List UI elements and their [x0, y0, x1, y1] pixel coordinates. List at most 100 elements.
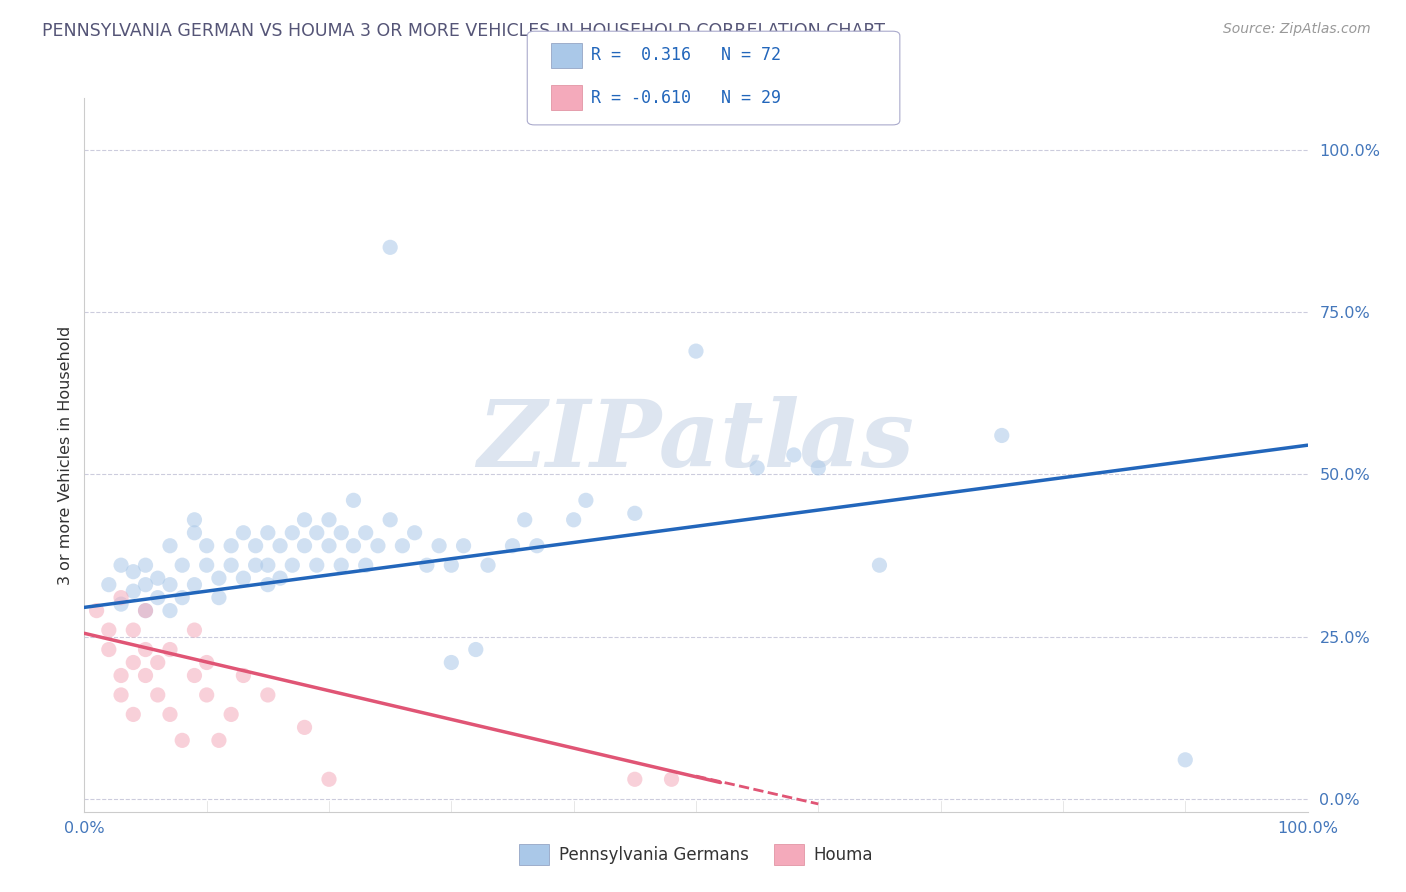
Point [135, 604, 157, 618]
Point [110, 688, 132, 702]
Point [183, 525, 205, 540]
Point [294, 539, 316, 553]
Point [159, 539, 181, 553]
Point [624, 506, 647, 520]
Point [624, 772, 647, 787]
Point [122, 707, 145, 722]
Point [380, 513, 402, 527]
Point [195, 688, 218, 702]
Y-axis label: 3 or more Vehicles in Household: 3 or more Vehicles in Household [58, 326, 73, 584]
Point [122, 565, 145, 579]
Text: R = -0.610   N = 29: R = -0.610 N = 29 [591, 89, 780, 107]
Point [146, 591, 169, 605]
Point [135, 558, 157, 573]
Point [195, 539, 218, 553]
Point [146, 571, 169, 585]
Point [257, 688, 280, 702]
Point [159, 577, 181, 591]
Point [135, 668, 157, 682]
Point [135, 604, 157, 618]
Point [354, 558, 377, 573]
Point [97, 623, 120, 637]
Point [477, 558, 499, 573]
Point [354, 525, 377, 540]
Point [747, 461, 769, 475]
Point [305, 558, 328, 573]
Point [281, 558, 304, 573]
Point [342, 539, 364, 553]
Point [159, 604, 181, 618]
Point [257, 577, 280, 591]
Point [318, 513, 340, 527]
Point [257, 525, 280, 540]
Legend: Pennsylvania Germans, Houma: Pennsylvania Germans, Houma [512, 838, 880, 871]
Point [183, 513, 205, 527]
Point [501, 539, 523, 553]
Point [183, 577, 205, 591]
Point [318, 539, 340, 553]
Point [208, 571, 231, 585]
Point [219, 539, 242, 553]
Point [453, 539, 475, 553]
Point [110, 668, 132, 682]
Text: PENNSYLVANIA GERMAN VS HOUMA 3 OR MORE VEHICLES IN HOUSEHOLD CORRELATION CHART: PENNSYLVANIA GERMAN VS HOUMA 3 OR MORE V… [42, 22, 886, 40]
Point [281, 525, 304, 540]
Point [318, 772, 340, 787]
Point [404, 525, 426, 540]
Point [990, 428, 1012, 442]
Point [135, 577, 157, 591]
Point [294, 720, 316, 734]
Point [294, 513, 316, 527]
Point [195, 558, 218, 573]
Point [391, 539, 413, 553]
Point [513, 513, 536, 527]
Point [232, 668, 254, 682]
Point [269, 571, 291, 585]
Point [97, 577, 120, 591]
Point [122, 656, 145, 670]
Point [183, 668, 205, 682]
Point [575, 493, 598, 508]
Point [380, 240, 402, 254]
Point [783, 448, 806, 462]
Point [257, 558, 280, 573]
Point [330, 525, 353, 540]
Point [807, 461, 830, 475]
Point [440, 558, 463, 573]
Point [110, 597, 132, 611]
Point [661, 772, 683, 787]
Point [1174, 753, 1197, 767]
Point [159, 642, 181, 657]
Point [869, 558, 891, 573]
Point [208, 591, 231, 605]
Point [232, 525, 254, 540]
Point [305, 525, 328, 540]
Point [464, 642, 486, 657]
Point [195, 656, 218, 670]
Point [245, 558, 267, 573]
Point [219, 707, 242, 722]
Point [685, 344, 707, 359]
Point [367, 539, 389, 553]
Point [122, 623, 145, 637]
Point [208, 733, 231, 747]
Point [219, 558, 242, 573]
Point [440, 656, 463, 670]
Point [110, 558, 132, 573]
Text: Source: ZipAtlas.com: Source: ZipAtlas.com [1223, 22, 1371, 37]
Point [526, 539, 548, 553]
Point [562, 513, 585, 527]
Point [269, 539, 291, 553]
Point [97, 642, 120, 657]
Point [135, 642, 157, 657]
Point [146, 688, 169, 702]
Point [330, 558, 353, 573]
Point [342, 493, 364, 508]
Point [245, 539, 267, 553]
Point [86, 604, 108, 618]
Point [416, 558, 439, 573]
Text: R =  0.316   N = 72: R = 0.316 N = 72 [591, 46, 780, 64]
Text: ZIPatlas: ZIPatlas [478, 396, 914, 485]
Point [172, 591, 194, 605]
Point [183, 623, 205, 637]
